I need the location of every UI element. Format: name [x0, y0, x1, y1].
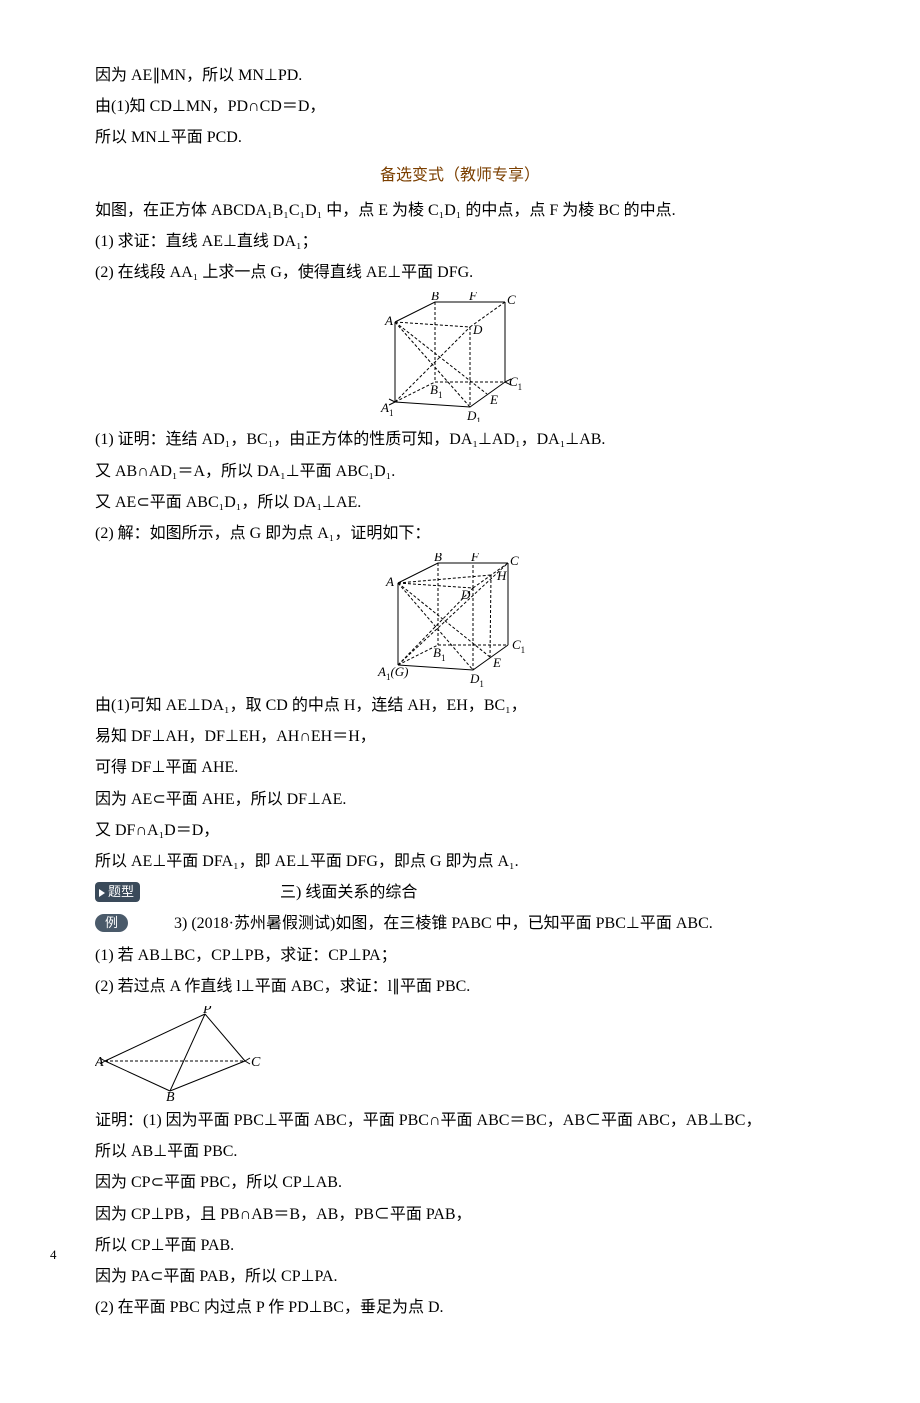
figure-cube-2: A B F C H D A1(G) B1 C1 D1 E [373, 553, 548, 688]
proof1-line-3: 又 AE⊂平面 ABC₁D₁，所以 DA₁⊥AE. [95, 487, 825, 518]
fig1-label-D: D [472, 322, 483, 337]
play-icon [99, 889, 105, 897]
proof2-line-6: 所以 AE⊥平面 DFA₁，即 AE⊥平面 DFG，即点 G 即为点 A₁. [95, 846, 825, 877]
fig2-label-D1: D1 [469, 671, 484, 688]
fig1-label-C1: C1 [509, 374, 522, 392]
fig2-label-B: B [434, 553, 442, 564]
topic-badge: 题型 [95, 882, 140, 902]
figure-cube-1: A B F C D A1 B1 C1 D1 E [375, 292, 545, 422]
fig2-label-B1: B1 [433, 645, 445, 663]
topic-title: 三) 线面关系的综合 [280, 884, 417, 901]
proof3-line-6: 因为 PA⊂平面 PAB，所以 CP⊥PA. [95, 1261, 825, 1292]
fig1-label-E: E [489, 392, 498, 407]
fig2-label-E: E [492, 655, 501, 670]
topic-badge-text: 题型 [108, 884, 134, 899]
fig3-label-P: P [202, 1006, 212, 1017]
figure-tetra: P A B C [95, 1006, 265, 1101]
fig2-label-A1G: A1(G) [377, 664, 409, 682]
proof2-line-3: 可得 DF⊥平面 AHE. [95, 752, 825, 783]
proof2-line-4: 因为 AE⊂平面 AHE，所以 DF⊥AE. [95, 784, 825, 815]
fig2-label-A: A [385, 574, 394, 589]
fig2-label-C: C [510, 553, 519, 568]
intro-line-3: 所以 MN⊥平面 PCD. [95, 122, 825, 153]
fig1-label-A1: A1 [380, 400, 393, 418]
proof3-line-7: (2) 在平面 PBC 内过点 P 作 PD⊥BC，垂足为点 D. [95, 1292, 825, 1323]
fig2-label-C1: C1 [512, 637, 525, 655]
intro-line-2: 由(1)知 CD⊥MN，PD∩CD＝D， [95, 91, 825, 122]
example-row-1: 例 3) (2018·苏州暑假测试)如图，在三棱锥 PABC 中，已知平面 PB… [95, 908, 825, 939]
fig1-label-D1: D1 [466, 408, 481, 422]
proof2-line-5: 又 DF∩A₁D＝D， [95, 815, 825, 846]
proof3-line-1: 证明：(1) 因为平面 PBC⊥平面 ABC，平面 PBC∩平面 ABC＝BC，… [95, 1105, 825, 1136]
proof3-line-5: 所以 CP⊥平面 PAB. [95, 1230, 825, 1261]
proof1-line-4: (2) 解：如图所示，点 G 即为点 A₁，证明如下： [95, 518, 825, 549]
proof3-line-2: 所以 AB⊥平面 PBC. [95, 1136, 825, 1167]
proof1-line-2: 又 AB∩AD₁＝A，所以 DA₁⊥平面 ABC₁D₁. [95, 456, 825, 487]
fig3-label-B: B [166, 1090, 175, 1101]
intro-line-1: 因为 AE∥MN，所以 MN⊥PD. [95, 60, 825, 91]
fig3-label-C: C [251, 1055, 261, 1070]
fig3-label-A: A [95, 1055, 104, 1070]
problem-line-2: (1) 求证：直线 AE⊥直线 DA₁； [95, 226, 825, 257]
problem-line-1: 如图，在正方体 ABCDA₁B₁C₁D₁ 中，点 E 为棱 C₁D₁ 的中点，点… [95, 195, 825, 226]
alt-variant-header: 备选变式（教师专享） [95, 160, 825, 191]
page-number: 4 [50, 1242, 57, 1267]
proof2-line-2: 易知 DF⊥AH，DF⊥EH，AH∩EH＝H， [95, 721, 825, 752]
example-line-2: (1) 若 AB⊥BC，CP⊥PB，求证：CP⊥PA； [95, 940, 825, 971]
proof2-line-1: 由(1)可知 AE⊥DA₁，取 CD 的中点 H，连结 AH，EH，BC₁， [95, 690, 825, 721]
proof1-line-1: (1) 证明：连结 AD₁，BC₁，由正方体的性质可知，DA₁⊥AD₁，DA₁⊥… [95, 424, 825, 455]
example-line-3: (2) 若过点 A 作直线 l⊥平面 ABC，求证：l∥平面 PBC. [95, 971, 825, 1002]
fig2-label-H: H [496, 568, 507, 583]
example-badge: 例 [95, 914, 128, 932]
example-line-1: 3) (2018·苏州暑假测试)如图，在三棱锥 PABC 中，已知平面 PBC⊥… [174, 915, 713, 932]
fig1-label-F: F [468, 292, 478, 303]
problem-line-3: (2) 在线段 AA₁ 上求一点 G，使得直线 AE⊥平面 DFG. [95, 257, 825, 288]
fig2-label-D: D [460, 587, 471, 602]
fig1-label-A: A [384, 313, 393, 328]
topic-row: 题型 三) 线面关系的综合 [95, 877, 825, 908]
proof3-line-4: 因为 CP⊥PB，且 PB∩AB＝B，AB，PB⊂平面 PAB， [95, 1199, 825, 1230]
fig1-label-B1: B1 [430, 382, 442, 400]
fig1-label-B: B [431, 292, 439, 303]
fig2-label-F: F [470, 553, 480, 564]
proof3-line-3: 因为 CP⊂平面 PBC，所以 CP⊥AB. [95, 1167, 825, 1198]
fig1-label-C: C [507, 292, 516, 307]
